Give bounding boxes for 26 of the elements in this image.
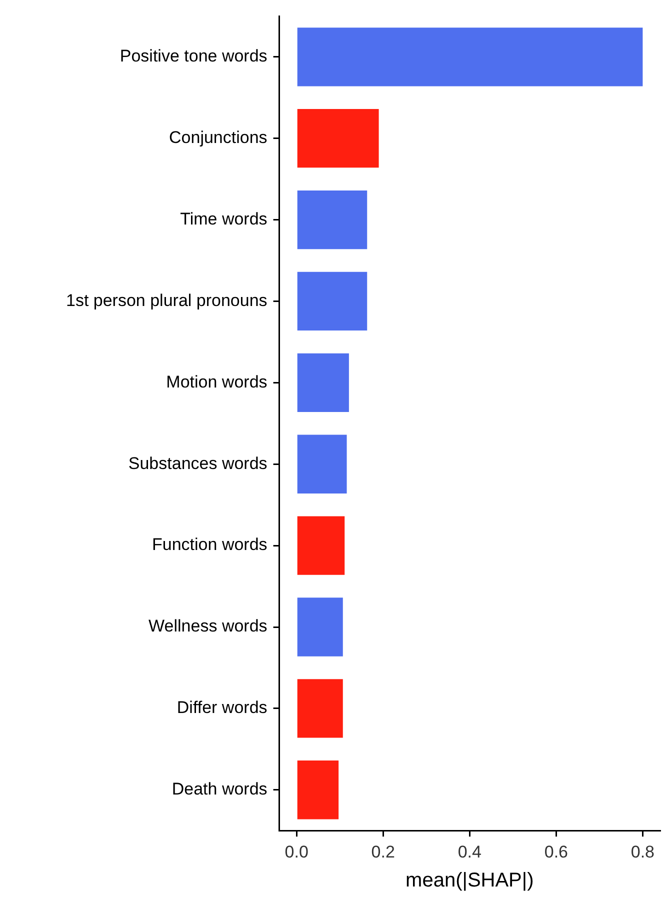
bar xyxy=(297,516,345,575)
x-tick-label: 0.8 xyxy=(630,842,655,862)
bar xyxy=(297,434,347,494)
x-tick-label: 0.6 xyxy=(544,842,568,862)
y-tick-label: Substances words xyxy=(128,454,268,473)
bar xyxy=(297,760,339,820)
bar xyxy=(297,190,368,250)
bar xyxy=(297,272,368,331)
y-tick-label: Wellness words xyxy=(148,616,268,636)
bar xyxy=(297,109,379,168)
y-tick-label: Differ words xyxy=(176,698,268,718)
bar xyxy=(297,598,343,656)
bar xyxy=(297,353,349,412)
x-tick-label: 0.4 xyxy=(458,842,482,862)
bar xyxy=(297,28,643,86)
y-tick-label: Motion words xyxy=(166,372,268,392)
y-tick-label: Conjunctions xyxy=(169,128,268,148)
y-tick-label: Positive tone words xyxy=(120,46,268,66)
x-tick-label: 0.2 xyxy=(371,842,395,862)
bar xyxy=(297,679,343,738)
y-tick-label: 1st person plural pronouns xyxy=(66,290,268,310)
x-tick-label: 0.0 xyxy=(284,842,308,862)
x-axis-title: mean(|SHAP|) xyxy=(406,870,534,892)
y-tick-label: Time words xyxy=(180,209,268,228)
y-tick-label: Function words xyxy=(152,535,268,554)
y-tick-label: Death words xyxy=(172,780,268,799)
